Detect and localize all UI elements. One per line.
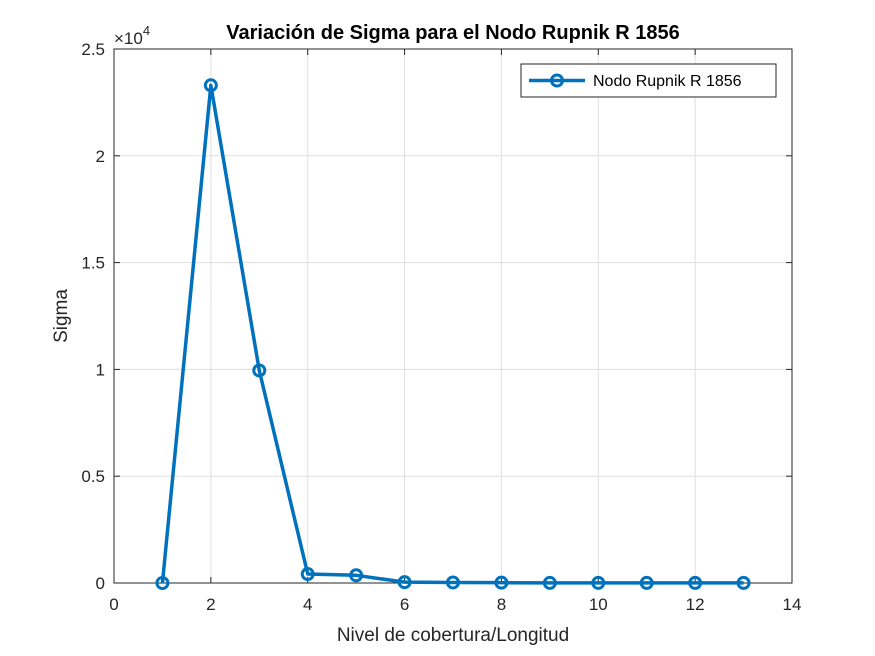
y-tick-label: 2.5 [81,40,105,59]
data-point [300,567,315,582]
x-tick-label: 12 [686,595,705,614]
x-tick-label: 8 [497,595,506,614]
data-point [542,575,557,590]
x-tick-label: 4 [303,595,312,614]
chart-title: Variación de Sigma para el Nodo Rupnik R… [226,22,679,44]
data-point [349,568,364,583]
y-tick-label: 1.5 [81,254,105,273]
grid [113,48,793,584]
x-tick-label: 0 [109,595,118,614]
data-point [155,576,170,590]
y-exponent-label: ×104 [114,23,150,48]
legend-entry-label: Nodo Rupnik R 1856 [593,73,742,90]
data-point [639,575,654,590]
y-axis-label: Sigma [51,289,72,343]
legend: Nodo Rupnik R 1856 [520,63,777,98]
x-tick-label: 14 [783,595,802,614]
y-tick-label: 0 [96,574,105,593]
data-point [736,575,751,590]
x-tick-label: 6 [400,595,409,614]
data-point [494,575,509,590]
data-point [203,78,218,93]
data-point [688,575,703,590]
axes-box [113,48,793,584]
ticks: 0 2 4 6 8 10 12 14 0 0.5 1 1.5 2 2.5 [81,40,801,614]
y-tick-label: 0.5 [81,467,105,486]
y-tick-label: 2 [96,147,105,166]
data-point [446,575,460,590]
series [155,78,751,590]
data-point [397,575,412,590]
legend-marker [550,73,564,88]
x-tick-label: 2 [206,595,215,614]
y-tick-label: 1 [96,360,105,379]
series-line [160,83,744,585]
x-tick-label: 10 [589,595,608,614]
data-point [591,575,606,590]
x-axis-label: Nivel de cobertura/Longitud [337,625,569,646]
data-point [252,363,267,378]
